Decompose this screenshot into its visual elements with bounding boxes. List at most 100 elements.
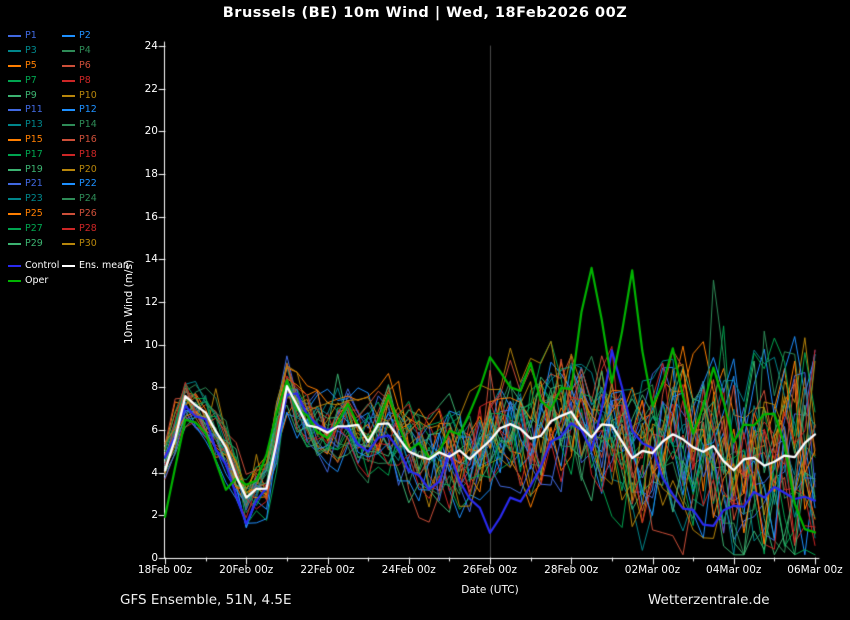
legend-label: P9 (25, 89, 37, 101)
x-tick-label: 28Feb 00z (544, 564, 599, 576)
y-tick-label: 8 (151, 381, 158, 394)
y-tick-label: 14 (144, 253, 158, 266)
y-tick-label: 2 (151, 509, 158, 522)
legend-item-p24: P24 (62, 194, 116, 204)
x-tick-label: 20Feb 00z (219, 564, 274, 576)
legend-swatch (8, 94, 21, 97)
legend-swatch (8, 79, 21, 82)
legend-swatch (8, 265, 21, 268)
legend-item-p11: P11 (8, 105, 62, 115)
legend-row: P15 P16 (8, 133, 132, 148)
x-tick-label: 26Feb 00z (462, 564, 518, 576)
legend-swatch (62, 109, 75, 112)
legend-item-p28: P28 (62, 222, 116, 234)
legend-row: P7 P8 (8, 73, 132, 88)
legend-item-p5: P5 (8, 59, 62, 71)
legend-item-oper: Oper (8, 276, 62, 286)
legend-swatch (62, 212, 75, 215)
legend-item-ens-mean: Ens. mean (62, 261, 132, 271)
legend-label: Ens. mean (79, 260, 129, 272)
legend-row: P23 P24 (8, 192, 132, 207)
legend-label: P14 (79, 119, 97, 131)
y-tick-label: 12 (144, 296, 158, 308)
legend-label: P1 (25, 30, 37, 42)
y-tick-label: 24 (144, 40, 158, 52)
legend-item-p10: P10 (62, 89, 116, 101)
legend-label: P13 (25, 119, 43, 131)
legend-swatch (8, 212, 21, 215)
legend-label: P20 (79, 163, 97, 175)
legend-row: P29 P30 (8, 236, 132, 251)
x-axis-title: Date (UTC) (461, 584, 519, 596)
legend-swatch (8, 50, 21, 53)
legend-label: P22 (79, 178, 97, 190)
legend-swatch (62, 183, 75, 186)
legend-label: P3 (25, 45, 37, 57)
legend-swatch (62, 227, 75, 230)
x-tick-label: 06Mar 00z (787, 564, 843, 576)
legend-row: P11 P12 (8, 103, 132, 118)
legend-label: P17 (25, 148, 43, 160)
legend-swatch (62, 153, 75, 156)
y-tick-label: 6 (151, 424, 158, 436)
legend-item-p27: P27 (8, 222, 62, 234)
y-tick-label: 0 (151, 552, 158, 564)
legend-item-p17: P17 (8, 148, 62, 160)
legend-row: Control Ens. mean (8, 259, 132, 274)
legend-row: P3 P4 (8, 44, 132, 59)
legend-label: P25 (25, 207, 43, 219)
legend-swatch (62, 94, 75, 97)
legend-row: P13 P14 (8, 118, 132, 133)
legend-label: P2 (79, 30, 91, 42)
legend-label: P11 (25, 104, 43, 116)
legend-row: P5 P6 (8, 59, 132, 74)
y-tick-label: 10 (144, 338, 158, 351)
legend-item-p9: P9 (8, 89, 62, 101)
legend-label: P7 (25, 74, 37, 86)
legend-item-p25: P25 (8, 207, 62, 219)
legend-label: P26 (79, 207, 97, 219)
legend-row: P25 P26 (8, 207, 132, 222)
legend-swatch (8, 138, 21, 141)
legend-swatch (8, 109, 21, 112)
legend-label: P10 (79, 89, 97, 101)
legend-swatch (8, 153, 21, 156)
legend-swatch (8, 198, 21, 201)
legend-label: P28 (79, 222, 97, 234)
legend-swatch (62, 124, 75, 127)
legend-item-p21: P21 (8, 179, 62, 189)
legend-row: P27 P28 (8, 221, 132, 236)
legend-item-p30: P30 (62, 238, 116, 249)
legend-label: P19 (25, 163, 43, 175)
legend-swatch (8, 35, 21, 38)
legend-swatch (62, 64, 75, 67)
x-tick-label: 24Feb 00z (381, 564, 436, 576)
legend-item-control: Control (8, 261, 62, 271)
legend-swatch (62, 265, 75, 268)
legend-row: P19 P20 (8, 162, 132, 177)
legend-row: P21 P22 (8, 177, 132, 192)
legend-item-p7: P7 (8, 74, 62, 86)
legend-item-p2: P2 (62, 31, 116, 41)
legend-swatch (8, 183, 21, 186)
legend-label: P27 (25, 222, 43, 234)
legend-item-p1: P1 (8, 31, 62, 41)
legend-swatch (8, 168, 21, 171)
legend-item-p23: P23 (8, 194, 62, 204)
legend-swatch (8, 124, 21, 127)
legend-label: P16 (79, 133, 97, 145)
legend-label: P6 (79, 59, 91, 71)
legend-item-p20: P20 (62, 163, 116, 175)
legend-swatch (8, 280, 21, 283)
legend-item-p19: P19 (8, 163, 62, 175)
legend-swatch (8, 227, 21, 230)
legend-label: Control (25, 260, 60, 272)
y-tick-label: 16 (144, 210, 158, 223)
legend-label: P5 (25, 59, 37, 71)
legend-item-p22: P22 (62, 179, 116, 189)
legend-row: P9 P10 (8, 88, 132, 103)
legend-label: Oper (25, 275, 49, 287)
legend-swatch (62, 168, 75, 171)
